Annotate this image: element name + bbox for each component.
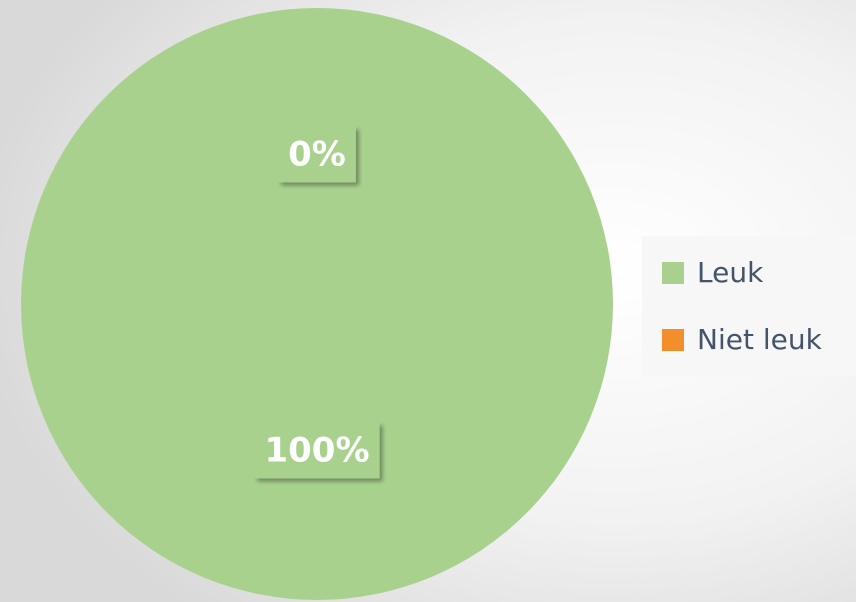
pie-slice [21, 8, 613, 600]
data-label: 100% [254, 422, 380, 479]
legend-label: Niet leuk [697, 323, 823, 356]
legend-label: Leuk [697, 256, 764, 289]
data-label-text: 0% [288, 135, 346, 175]
legend-swatch [662, 262, 684, 284]
data-label: 0% [278, 126, 356, 183]
legend-swatch [662, 329, 684, 351]
data-label-box [254, 422, 380, 479]
legend-box [642, 236, 856, 376]
data-label-text: 100% [264, 431, 369, 471]
data-label-box [278, 126, 356, 183]
